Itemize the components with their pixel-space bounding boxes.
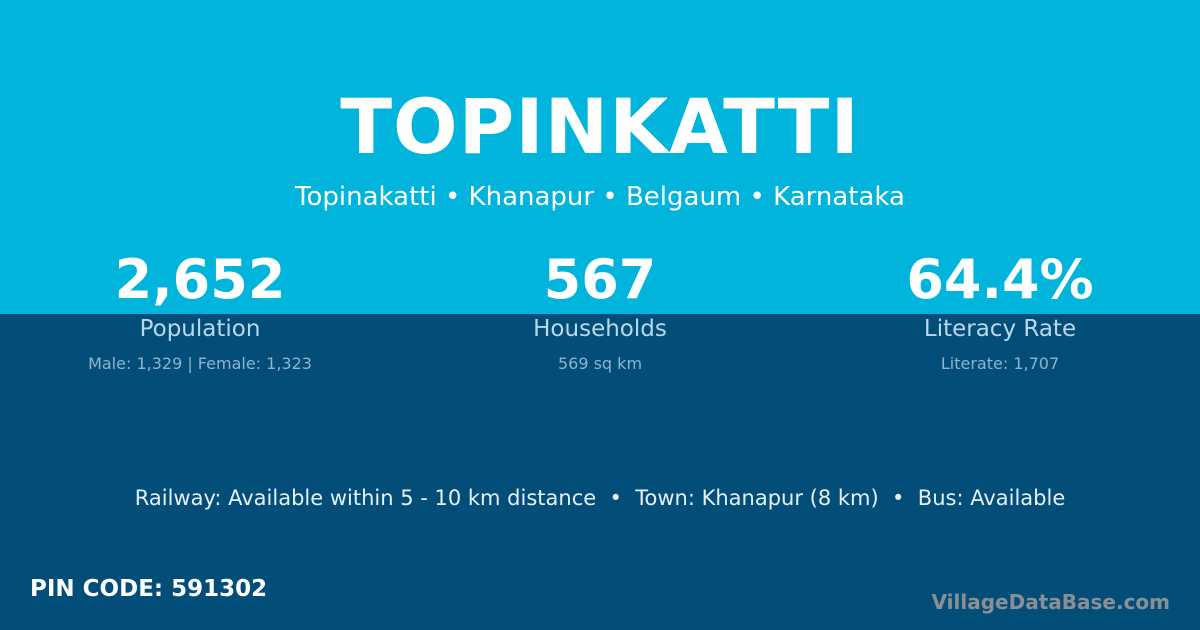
stat-value: 567: [543, 248, 657, 311]
stat-label: Households: [533, 316, 667, 342]
stat-value: 64.4%: [906, 248, 1094, 311]
stat-label: Literacy Rate: [923, 316, 1077, 342]
breadcrumb: Topinakatti • Khanapur • Belgaum • Karna…: [295, 182, 905, 212]
stat-sub: Literate: 1,707: [940, 354, 1060, 373]
stat-sub: 569 sq km: [557, 354, 643, 373]
pin-code: PIN CODE: 591302: [30, 576, 268, 602]
facilities-line: Railway: Available within 5 - 10 km dist…: [134, 486, 1066, 510]
page-title: TOPINKATTI: [340, 82, 860, 171]
brand-logo: VillageDataBase.com: [931, 590, 1170, 614]
stat-sub: Male: 1,329 | Female: 1,323: [88, 354, 312, 373]
stat-label: Population: [139, 316, 261, 342]
stat-value: 2,652: [114, 248, 286, 311]
header-band: [0, 0, 1200, 314]
